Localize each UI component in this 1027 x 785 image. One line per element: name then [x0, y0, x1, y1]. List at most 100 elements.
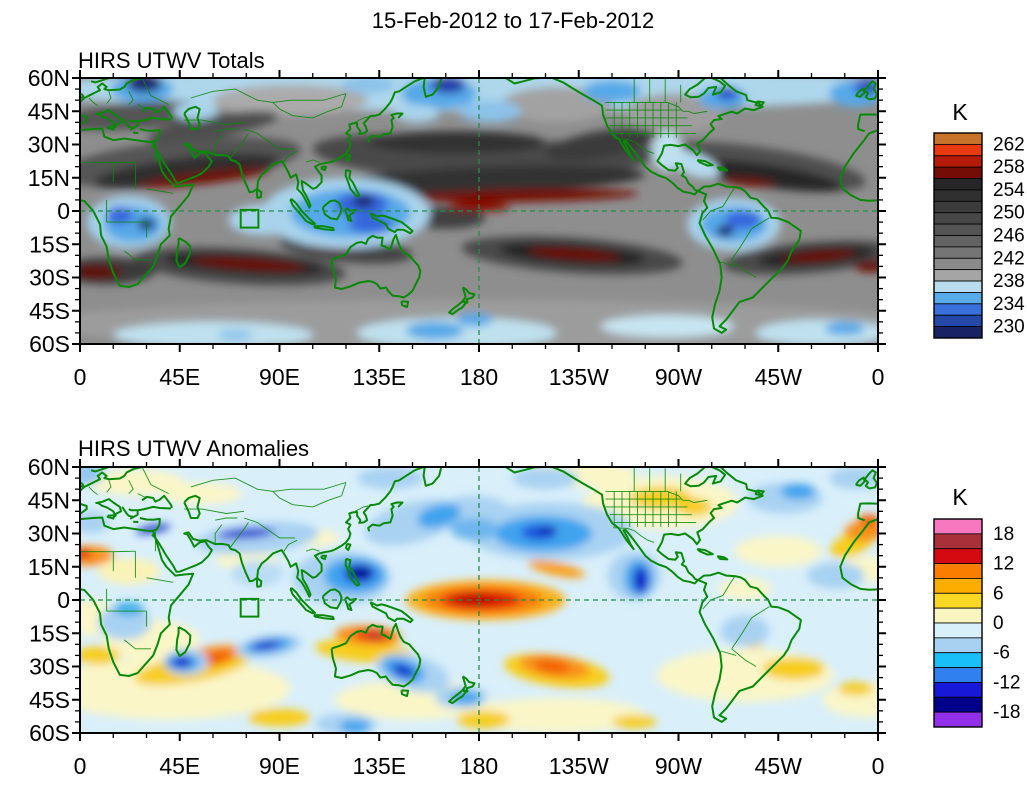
colorbar-tick-label: 258: [993, 157, 1025, 178]
colorbar-segment: [933, 622, 983, 639]
colorbar-segment: [933, 235, 983, 248]
x-axis-tick-label: 45W: [755, 364, 803, 390]
colorbar-tick-label: 18: [993, 524, 1014, 545]
colorbar-segment: [933, 548, 983, 564]
coastlines: [80, 467, 878, 723]
region-marker-box: [239, 597, 260, 618]
y-axis-tick-label: 0: [57, 587, 70, 613]
y-axis-tick-label: 30S: [29, 654, 70, 680]
colorbar-segment: [933, 269, 983, 282]
colorbar-segment: [933, 518, 983, 535]
x-axis-tick-label: 45E: [159, 753, 200, 779]
colorbar-tick-label: -6: [993, 643, 1010, 664]
main-title: 15-Feb-2012 to 17-Feb-2012: [372, 8, 655, 33]
axis-ticks: [72, 70, 886, 352]
y-axis-tick-label: 45S: [29, 298, 70, 324]
colorbar-segment: [933, 200, 983, 214]
colorbar-segment: [933, 303, 983, 316]
colorbar-segment: [933, 711, 983, 728]
y-axis-tick-label: 60N: [28, 454, 70, 480]
colorbar-tick-label: 246: [993, 226, 1025, 247]
x-axis-tick-label: 45W: [755, 753, 803, 779]
colorbar-segment: [933, 223, 983, 236]
y-axis-tick-label: 30N: [28, 132, 70, 158]
colorbar-segment: [933, 143, 983, 157]
y-axis-tick-label: 45S: [29, 687, 70, 713]
x-axis-tick-label: 135E: [352, 753, 406, 779]
axis-ticks: [72, 459, 886, 741]
colorbar-tick-label: 6: [993, 583, 1004, 604]
x-axis-tick-label: 135E: [352, 364, 406, 390]
colorbar-segment: [933, 637, 983, 654]
colorbar-tick-label: 242: [993, 248, 1025, 269]
anomalies-colorbar: 18 12 6 0 -6 -12 -18: [933, 518, 1020, 728]
x-axis-tick-label: 0: [872, 364, 885, 390]
colorbar-tick-label: 234: [993, 294, 1025, 315]
colorbar-tick-label: 262: [993, 134, 1025, 155]
x-axis-tick-label: 90W: [655, 364, 703, 390]
x-axis-tick-label: 45E: [159, 364, 200, 390]
x-axis-tick-label: 180: [460, 753, 498, 779]
colorbar-segment: [933, 326, 983, 339]
y-axis-tick-label: 30S: [29, 265, 70, 291]
x-axis-tick-label: 135W: [549, 364, 609, 390]
colorbar-segment: [933, 682, 983, 698]
colorbar-segment: [933, 246, 983, 259]
y-axis-tick-label: 15S: [29, 231, 70, 257]
colorbar-tick-label: 238: [993, 271, 1025, 292]
colorbar-segment: [933, 652, 983, 668]
colorbar-tick-label: 230: [993, 317, 1025, 338]
y-axis-tick-label: 15N: [28, 554, 70, 580]
colorbar-segment: [933, 189, 983, 202]
y-axis-tick-label: 15N: [28, 165, 70, 191]
colorbar-tick-label: 0: [993, 613, 1004, 634]
colorbar-segment: [933, 178, 983, 191]
x-axis-tick-label: 135W: [549, 753, 609, 779]
x-axis-tick-label: 90W: [655, 753, 703, 779]
colorbar-tick-label: -12: [993, 672, 1020, 693]
x-axis-tick-label: 90E: [259, 753, 300, 779]
x-axis-tick-label: 0: [74, 364, 87, 390]
anomalies-colorbar-unit-label: K: [952, 484, 968, 510]
y-axis-tick-label: 30N: [28, 521, 70, 547]
colorbar-segment: [933, 578, 983, 594]
colorbar-segment: [933, 533, 983, 550]
y-axis-tick-label: 60N: [28, 65, 70, 91]
x-axis-tick-label: 180: [460, 364, 498, 390]
x-axis-tick-label: 0: [872, 753, 885, 779]
coastlines: [80, 78, 878, 334]
colorbar-segment: [933, 607, 983, 624]
colorbar-segment: [933, 155, 983, 168]
colorbar-segment: [933, 314, 983, 328]
y-axis-tick-label: 60S: [29, 720, 70, 746]
colorbar-segment: [933, 132, 983, 145]
colorbar-segment: [933, 257, 983, 271]
anomalies-map: 0 45E 90E 135E 180 135W 90W 45W 0 60N 45N 30N 15N 0 15…: [28, 454, 886, 779]
colorbar-segment: [933, 592, 983, 609]
colorbar-tick-label: 254: [993, 180, 1025, 201]
y-axis-tick-label: 45N: [28, 487, 70, 513]
colorbar-segment: [933, 166, 983, 179]
colorbar-tick-label: 12: [993, 554, 1014, 575]
colorbar-segment: [933, 563, 983, 579]
region-marker-box: [239, 208, 260, 229]
colorbar-segment: [933, 667, 983, 683]
colorbar-tick-label: -18: [993, 702, 1020, 723]
y-axis-tick-label: 0: [57, 198, 70, 224]
y-axis-tick-label: 60S: [29, 331, 70, 357]
totals-colorbar-unit-label: K: [952, 99, 968, 125]
contour-field-blobs: [80, 78, 878, 344]
colorbar-segment: [933, 696, 983, 713]
y-axis-tick-label: 45N: [28, 98, 70, 124]
totals-panel-title: HIRS UTWV Totals: [78, 48, 265, 73]
colorbar-tick-label: 250: [993, 203, 1025, 224]
colorbar-segment: [933, 280, 983, 293]
totals-map: 0 45E 90E 135E 180 135W 90W 45W 0 60N 45N 30N 15N 0 15…: [28, 65, 886, 390]
colorbar-segment: [933, 292, 983, 305]
colorbar-outline: [933, 132, 983, 339]
x-axis-tick-label: 90E: [259, 364, 300, 390]
anomalies-panel-title: HIRS UTWV Anomalies: [78, 436, 309, 461]
colorbar-segment: [933, 212, 983, 225]
